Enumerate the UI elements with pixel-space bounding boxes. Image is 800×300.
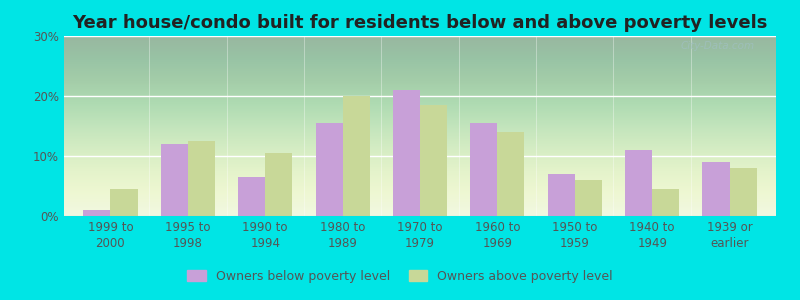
Bar [702,162,730,216]
Bar [574,180,602,216]
Bar [393,90,420,216]
Bar [730,168,757,216]
Bar [420,105,447,216]
Title: Year house/condo built for residents below and above poverty levels: Year house/condo built for residents bel… [72,14,768,32]
Bar [83,210,110,216]
Text: City-Data.com: City-Data.com [681,41,754,51]
Legend: Owners below poverty level, Owners above poverty level: Owners below poverty level, Owners above… [182,265,618,288]
Bar [315,123,342,216]
Bar [548,174,574,216]
Bar [470,123,498,216]
Bar [188,141,215,216]
Bar [498,132,525,216]
Bar [238,177,266,216]
Bar [342,96,370,216]
Bar [652,189,679,216]
Bar [625,150,652,216]
Bar [266,153,292,216]
Bar [161,144,188,216]
Bar [110,189,138,216]
